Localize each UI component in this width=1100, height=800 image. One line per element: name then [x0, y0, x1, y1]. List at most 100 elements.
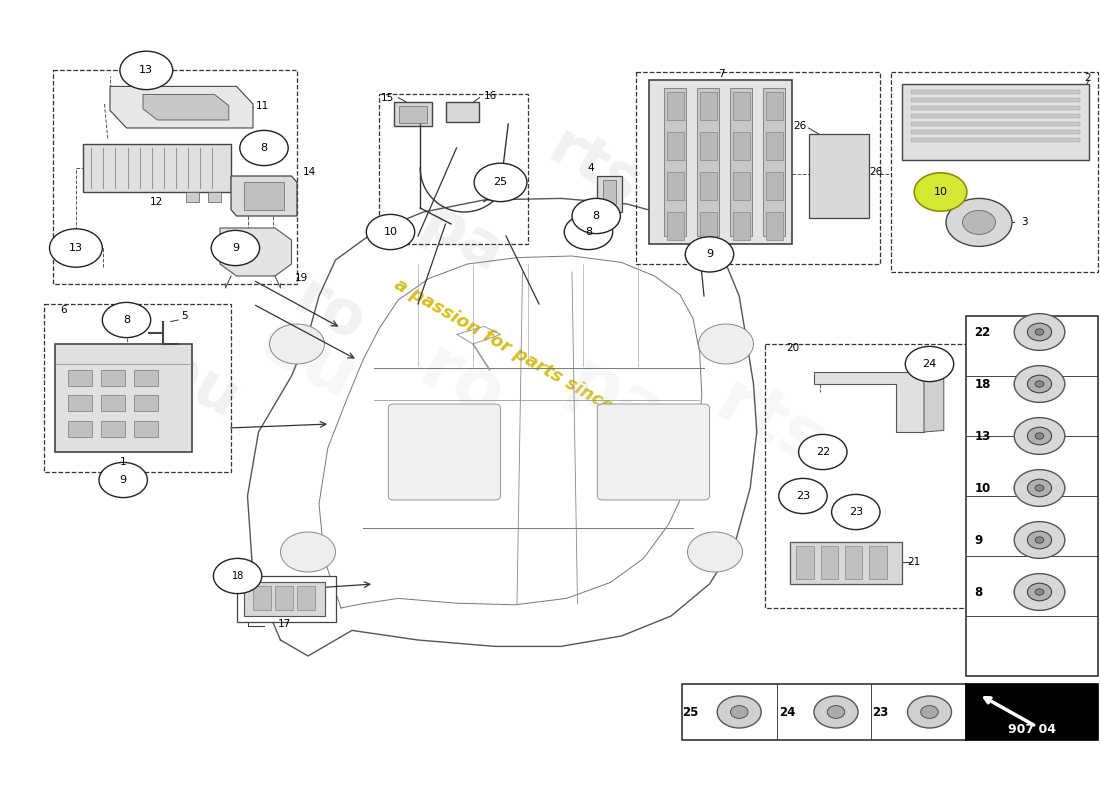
Text: 8: 8 [261, 143, 267, 153]
Text: eu: eu [248, 306, 368, 414]
Text: 22: 22 [816, 447, 829, 457]
Bar [911, 122, 1080, 126]
Circle shape [280, 532, 336, 572]
Polygon shape [244, 182, 284, 210]
Circle shape [50, 229, 102, 267]
Circle shape [474, 163, 527, 202]
Polygon shape [110, 86, 253, 128]
Text: 10: 10 [975, 482, 991, 494]
Circle shape [1027, 531, 1052, 549]
Bar [236, 576, 336, 622]
Text: 24: 24 [779, 706, 795, 718]
Circle shape [102, 302, 151, 338]
Bar [845, 546, 862, 579]
Circle shape [827, 706, 845, 718]
Circle shape [832, 494, 880, 530]
Bar [101, 370, 125, 386]
Circle shape [572, 198, 620, 234]
Text: rts: rts [538, 118, 650, 218]
Text: 18: 18 [975, 378, 991, 390]
Bar [730, 88, 752, 236]
Polygon shape [231, 176, 297, 216]
Bar [394, 102, 432, 126]
Bar [603, 180, 616, 204]
Circle shape [1014, 314, 1065, 350]
Circle shape [1027, 323, 1052, 341]
Polygon shape [924, 372, 944, 432]
Text: eu: eu [146, 338, 250, 430]
Polygon shape [814, 372, 924, 432]
Text: 25: 25 [494, 178, 507, 187]
Text: 17: 17 [278, 619, 292, 629]
Bar [597, 176, 622, 212]
Bar [82, 144, 231, 192]
Circle shape [1014, 366, 1065, 402]
Bar [667, 132, 684, 160]
Bar [68, 421, 92, 437]
Bar [649, 80, 792, 244]
Bar [53, 70, 297, 284]
Bar [911, 90, 1080, 94]
Text: 9: 9 [706, 250, 713, 259]
Bar [55, 344, 192, 452]
Text: 23: 23 [849, 507, 862, 517]
Bar [911, 114, 1080, 118]
Text: 23: 23 [872, 706, 889, 718]
Text: 5: 5 [182, 311, 188, 321]
Circle shape [366, 214, 415, 250]
Circle shape [688, 532, 742, 572]
Text: 23: 23 [796, 491, 810, 501]
Text: 12: 12 [150, 198, 163, 207]
Circle shape [1027, 479, 1052, 497]
Bar [297, 586, 315, 610]
Polygon shape [143, 94, 229, 120]
Bar [700, 92, 717, 120]
Circle shape [240, 130, 288, 166]
Circle shape [1027, 427, 1052, 445]
Bar [667, 92, 684, 120]
Bar [68, 370, 92, 386]
Circle shape [1014, 522, 1065, 558]
Text: 24: 24 [923, 359, 936, 369]
Circle shape [799, 434, 847, 470]
Bar [682, 684, 966, 740]
Bar [733, 172, 750, 200]
Circle shape [1035, 381, 1044, 387]
Bar [134, 421, 158, 437]
Text: 1: 1 [120, 458, 127, 467]
Text: 20: 20 [786, 343, 800, 353]
Text: pa: pa [410, 194, 514, 286]
Circle shape [1014, 574, 1065, 610]
Bar [764, 344, 974, 608]
Circle shape [730, 706, 748, 718]
Bar [733, 92, 750, 120]
Bar [911, 138, 1080, 142]
Bar [911, 130, 1080, 134]
Circle shape [1035, 433, 1044, 439]
Circle shape [1014, 470, 1065, 506]
Circle shape [564, 214, 613, 250]
Circle shape [962, 210, 996, 234]
Circle shape [1035, 537, 1044, 543]
Circle shape [685, 237, 734, 272]
Text: a passion for parts since 1985: a passion for parts since 1985 [390, 276, 666, 444]
Bar [700, 212, 717, 240]
Bar [902, 84, 1089, 160]
Text: 8: 8 [593, 211, 600, 221]
Bar [379, 94, 528, 244]
Circle shape [1035, 485, 1044, 491]
Bar [790, 542, 902, 584]
Bar [763, 88, 785, 236]
Bar [697, 88, 719, 236]
Circle shape [120, 51, 173, 90]
Circle shape [921, 706, 938, 718]
Text: 13: 13 [975, 430, 991, 442]
Bar [101, 395, 125, 411]
Circle shape [270, 324, 324, 364]
Text: 18: 18 [231, 571, 244, 581]
Bar [766, 132, 783, 160]
Bar [966, 684, 1098, 740]
Text: ro: ro [284, 269, 376, 355]
Bar [869, 546, 887, 579]
Bar [186, 192, 199, 202]
